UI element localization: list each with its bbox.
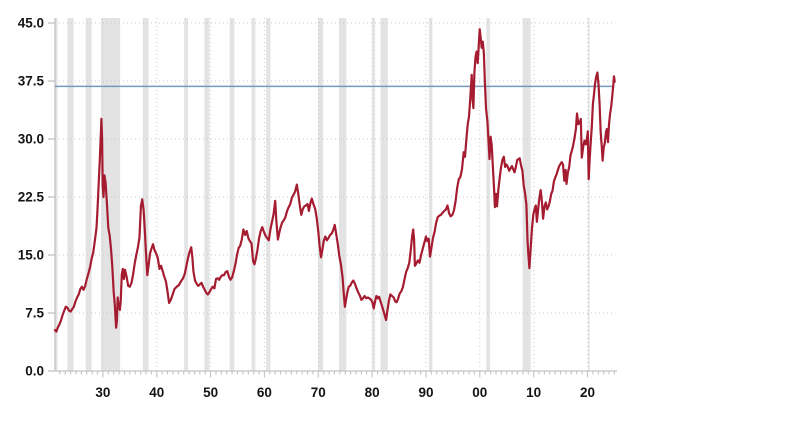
recession-band — [67, 18, 74, 371]
gridlines-layer — [55, 18, 616, 371]
recession-band — [266, 18, 271, 371]
x-tick-label: 40 — [149, 385, 164, 400]
recession-band — [428, 18, 433, 371]
recession-band — [85, 18, 92, 371]
axes-layer — [48, 18, 617, 378]
cape-line — [53, 28, 616, 333]
recession-band — [204, 18, 210, 371]
y-tick-label: 0.0 — [25, 364, 44, 379]
recession-band — [251, 18, 256, 371]
x-tick-label: 10 — [526, 385, 541, 400]
x-tick-label: 20 — [580, 385, 595, 400]
recession-band — [318, 18, 324, 371]
recession-band — [184, 18, 188, 371]
x-tick-label: 70 — [311, 385, 326, 400]
recession-band — [380, 18, 388, 371]
y-tick-label: 30.0 — [18, 132, 44, 147]
recession-band — [101, 18, 121, 371]
y-tick-label: 15.0 — [18, 248, 44, 263]
y-tick-label: 45.0 — [18, 16, 44, 31]
x-tick-label: 50 — [203, 385, 218, 400]
recession-band — [142, 18, 149, 371]
x-tick-label: 80 — [365, 385, 380, 400]
recession-band — [372, 18, 376, 371]
x-tick-label: 90 — [418, 385, 433, 400]
recession-band — [55, 18, 58, 371]
series-layer — [53, 28, 616, 333]
recession-band — [486, 18, 491, 371]
x-tick-label: 00 — [472, 385, 487, 400]
y-tick-label: 22.5 — [18, 190, 45, 205]
recession-band — [229, 18, 235, 371]
recession-band — [588, 18, 590, 371]
y-tick-label: 37.5 — [18, 74, 45, 89]
recession-band — [339, 18, 347, 371]
x-tick-label: 60 — [257, 385, 272, 400]
y-tick-label: 7.5 — [25, 306, 44, 321]
recession-band — [522, 18, 531, 371]
recession-bands-layer — [55, 18, 590, 371]
tick-labels-layer: 0.0 7.5 15.0 22.5 30.0 37.5 45.0 30 40 50 60 70 80 90… — [18, 16, 595, 401]
x-tick-label: 30 — [95, 385, 110, 400]
